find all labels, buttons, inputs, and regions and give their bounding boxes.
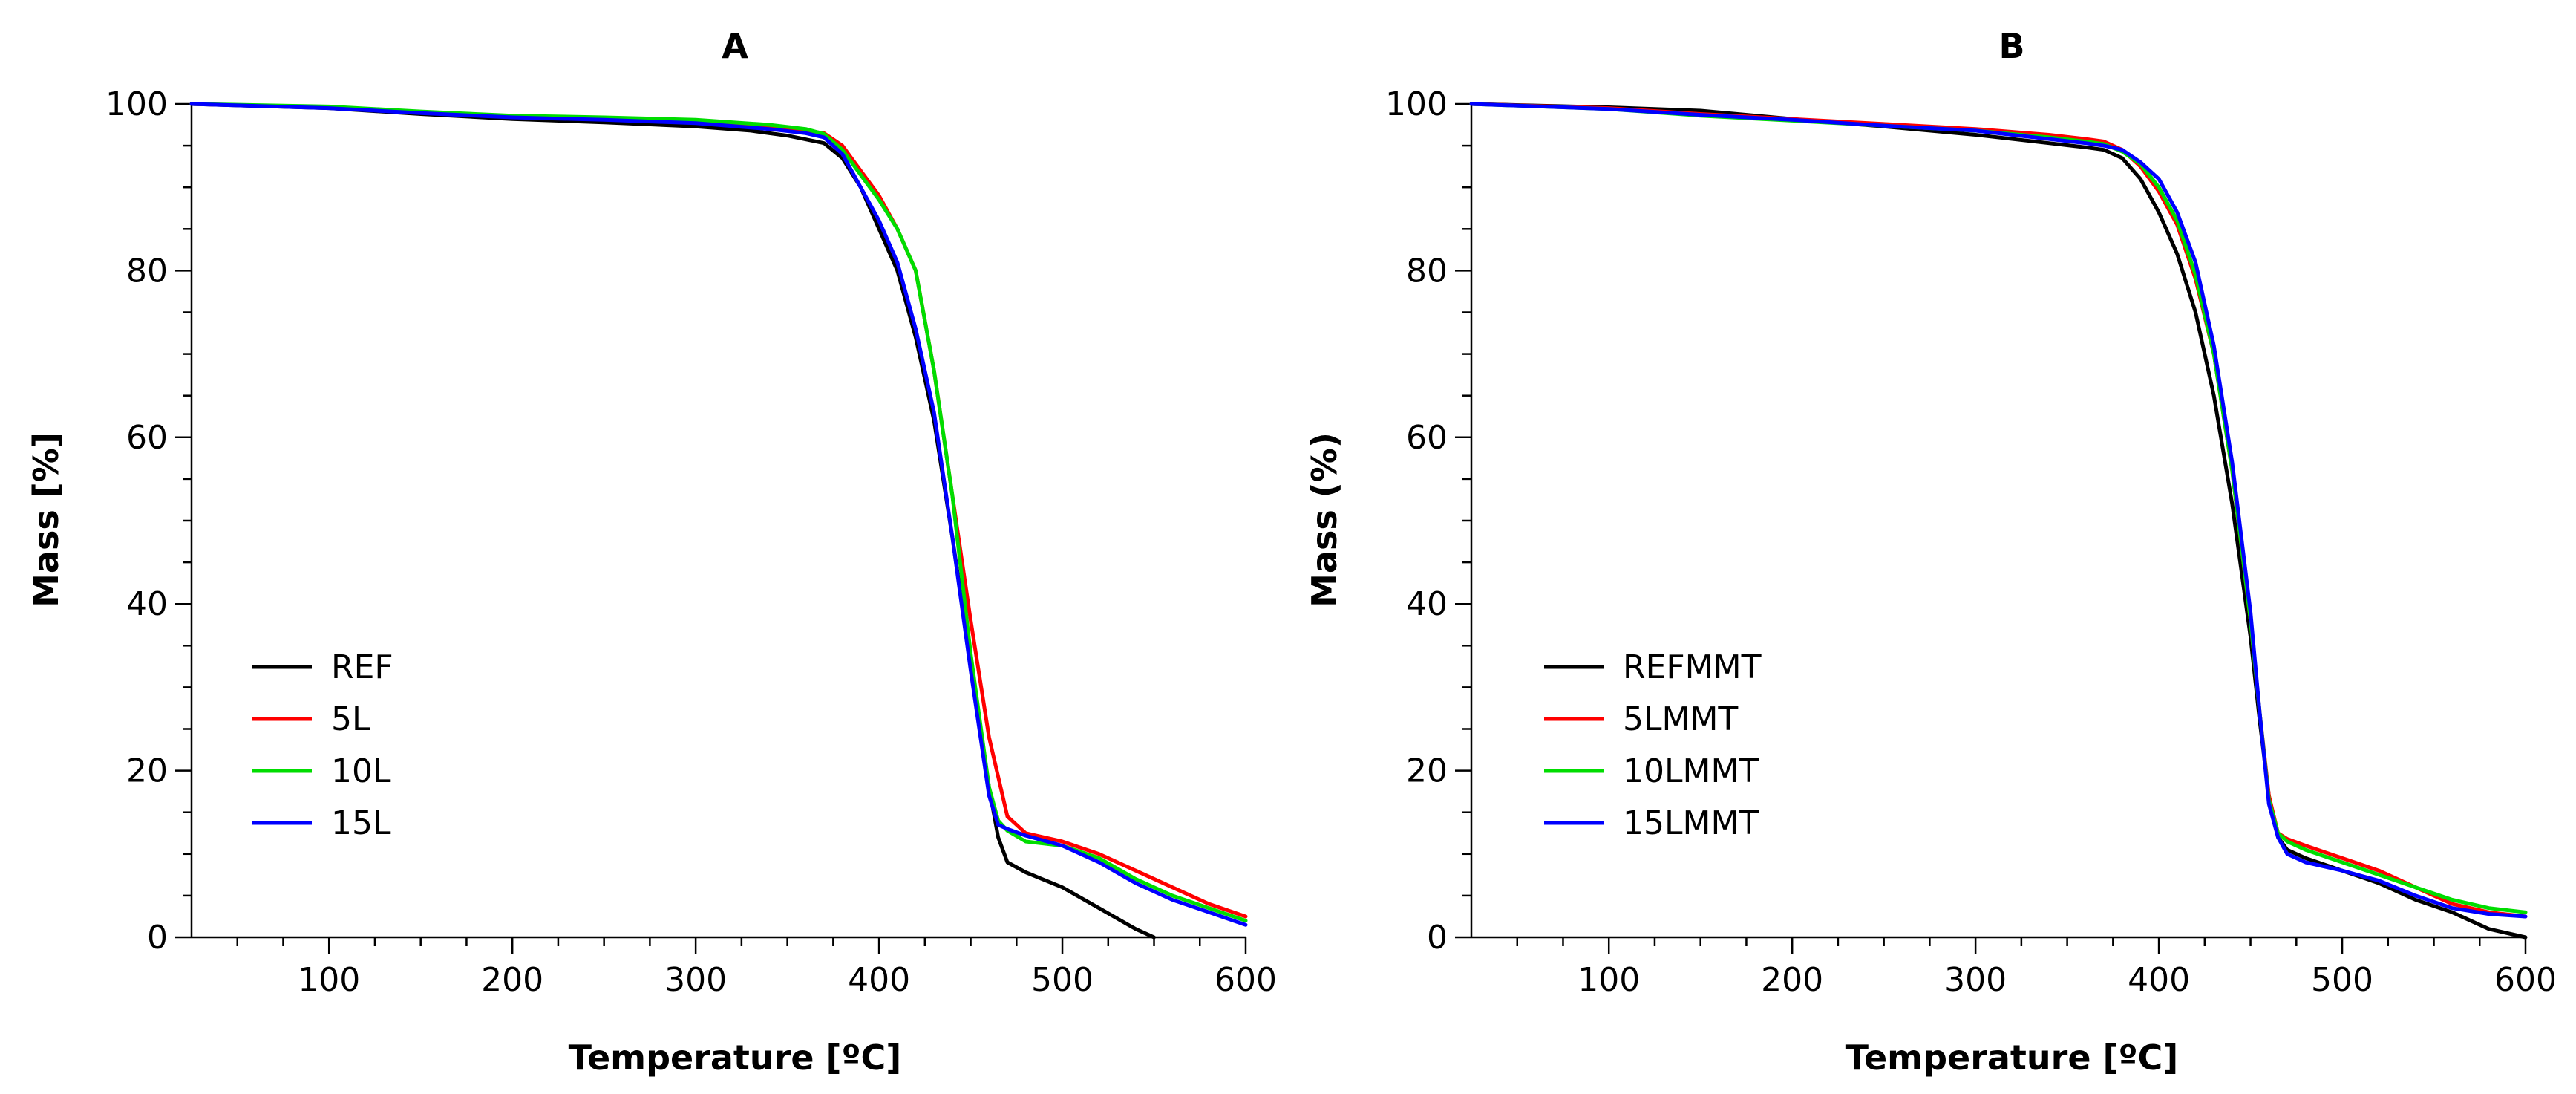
- legend-b: REFMMT 5LMMT 10LMMT 15LMMT: [1544, 648, 1762, 842]
- y-axis-label-a: Mass [%]: [26, 432, 66, 608]
- x-tick-label-b: 200: [1761, 961, 1823, 999]
- series-line-10lmmt: [1469, 102, 2528, 914]
- x-tick-label-a: 100: [298, 961, 360, 999]
- x-axis-label-b: Temperature [ºC]: [1846, 1038, 2179, 1078]
- series-line-15l: [189, 102, 1248, 927]
- x-tick-label-b: 300: [1944, 961, 2007, 999]
- y-tick-label-a: 100: [105, 85, 168, 123]
- y-tick-label-a: 0: [147, 919, 168, 957]
- y-tick-label-a: 80: [126, 252, 168, 290]
- series-line-5l: [189, 102, 1248, 919]
- x-tick-label-a: 200: [481, 961, 543, 999]
- x-axis-label-a: Temperature [ºC]: [569, 1038, 902, 1078]
- series-line-10l: [189, 102, 1248, 923]
- legend-label-15lmmt: 15LMMT: [1623, 804, 1759, 842]
- y-tick-label-b: 60: [1406, 419, 1448, 457]
- y-tick-label-b: 0: [1427, 919, 1448, 957]
- series-line-ref: [189, 102, 1156, 940]
- chart-panel-b: B 100 200 300 400 500 600 0 20 40 60 80 100 REFMMT 5L…: [1304, 26, 2557, 1078]
- y-axis-label-b: Mass (%): [1304, 432, 1344, 608]
- y-tick-label-b: 20: [1406, 752, 1448, 790]
- legend-label-10l: 10L: [331, 752, 391, 790]
- x-tick-label-a: 300: [664, 961, 727, 999]
- x-tick-label-a: 400: [848, 961, 910, 999]
- chart-panel-a: A 100 200 300 400 500 600 0 20 40 60 80 100 REF 5L 10L…: [26, 26, 1277, 1078]
- series-line-5lmmt: [1469, 102, 2528, 919]
- y-tick-label-b: 80: [1406, 252, 1448, 290]
- y-tick-label-a: 20: [126, 752, 168, 790]
- legend-label-15l: 15L: [331, 804, 391, 842]
- y-tick-label-a: 60: [126, 419, 168, 457]
- legend-label-5l: 5L: [331, 700, 370, 738]
- chart-title-b: B: [1998, 26, 2024, 66]
- chart-title-a: A: [722, 26, 748, 66]
- x-tick-label-b: 400: [2128, 961, 2190, 999]
- y-tick-label-b: 100: [1385, 85, 1448, 123]
- x-tick-label-a: 500: [1031, 961, 1094, 999]
- legend-label-10lmmt: 10LMMT: [1623, 752, 1759, 790]
- y-tick-label-a: 40: [126, 585, 168, 623]
- x-tick-label-b: 100: [1578, 961, 1640, 999]
- legend-label-ref: REF: [331, 648, 393, 686]
- legend-label-5lmmt: 5LMMT: [1623, 700, 1738, 738]
- x-tick-label-a: 600: [1215, 961, 1277, 999]
- y-tick-label-b: 40: [1406, 585, 1448, 623]
- x-tick-label-b: 500: [2311, 961, 2373, 999]
- x-tick-label-b: 600: [2494, 961, 2557, 999]
- legend-label-refmmt: REFMMT: [1623, 648, 1762, 686]
- series-line-15lmmt: [1469, 102, 2528, 919]
- legend-a: REF 5L 10L 15L: [252, 648, 393, 842]
